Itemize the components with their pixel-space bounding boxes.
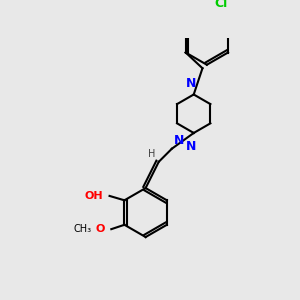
Text: CH₃: CH₃	[73, 224, 91, 234]
Text: N: N	[186, 77, 196, 90]
Text: OH: OH	[85, 191, 104, 201]
Text: N: N	[174, 134, 184, 147]
Text: N: N	[186, 140, 196, 153]
Text: H: H	[148, 149, 155, 159]
Text: O: O	[96, 224, 105, 234]
Text: Cl: Cl	[214, 0, 228, 10]
